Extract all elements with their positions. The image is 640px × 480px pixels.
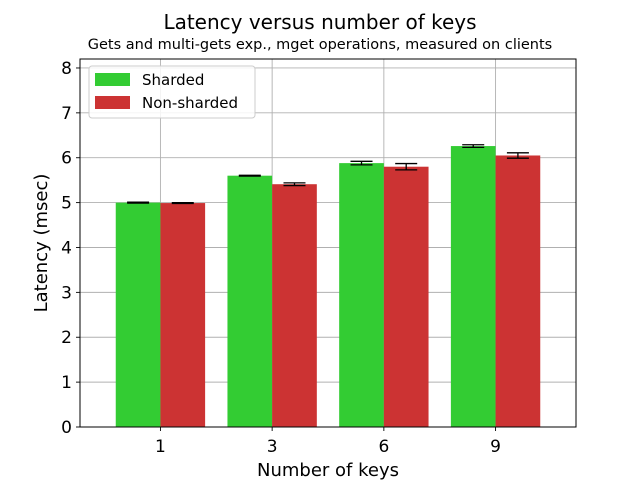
bar-non-sharded-6	[383, 166, 429, 427]
x-axis-label: Number of keys	[257, 460, 399, 480]
bar-sharded-9	[450, 146, 496, 427]
axes	[79, 58, 577, 428]
legend-swatch	[95, 73, 130, 86]
x-tick-label: 1	[155, 437, 166, 457]
legend-label: Non-sharded	[142, 94, 238, 112]
bar-sharded-3	[227, 175, 273, 427]
chart-title: Latency versus number of keys	[163, 10, 476, 34]
legend-label: Sharded	[142, 71, 204, 89]
y-tick-label: 6	[61, 149, 72, 169]
y-tick-label: 2	[61, 328, 72, 348]
legend: Sharded Non-sharded	[88, 65, 256, 119]
y-tick-label: 3	[61, 283, 72, 303]
x-tick-label: 6	[378, 437, 389, 457]
x-tick-label: 9	[490, 437, 501, 457]
y-tick-labels: 0 1 2 3 4 5 6 7 8	[61, 59, 80, 438]
x-tick-labels: 1 3 6 9	[155, 427, 501, 457]
chart-subtitle: Gets and multi-gets exp., mget operation…	[88, 37, 552, 53]
y-tick-label: 0	[61, 418, 72, 438]
y-tick-label: 4	[61, 238, 72, 258]
bar-sharded-1	[115, 202, 161, 427]
x-tick-label: 3	[267, 437, 278, 457]
error-bars	[127, 144, 529, 205]
y-tick-label: 7	[61, 104, 72, 124]
bar-non-sharded-9	[495, 155, 541, 428]
y-tick-label: 1	[61, 373, 72, 393]
bar-non-sharded-3	[272, 184, 317, 427]
bars	[115, 146, 541, 428]
legend-box	[88, 65, 256, 119]
y-tick-label: 8	[61, 59, 72, 79]
plot-frame	[79, 58, 577, 428]
bar-sharded-6	[339, 163, 384, 428]
legend-swatch	[95, 96, 130, 109]
y-tick-label: 5	[61, 194, 72, 214]
bar-non-sharded-1	[160, 203, 206, 427]
y-axis-label: Latency (msec)	[31, 174, 52, 313]
